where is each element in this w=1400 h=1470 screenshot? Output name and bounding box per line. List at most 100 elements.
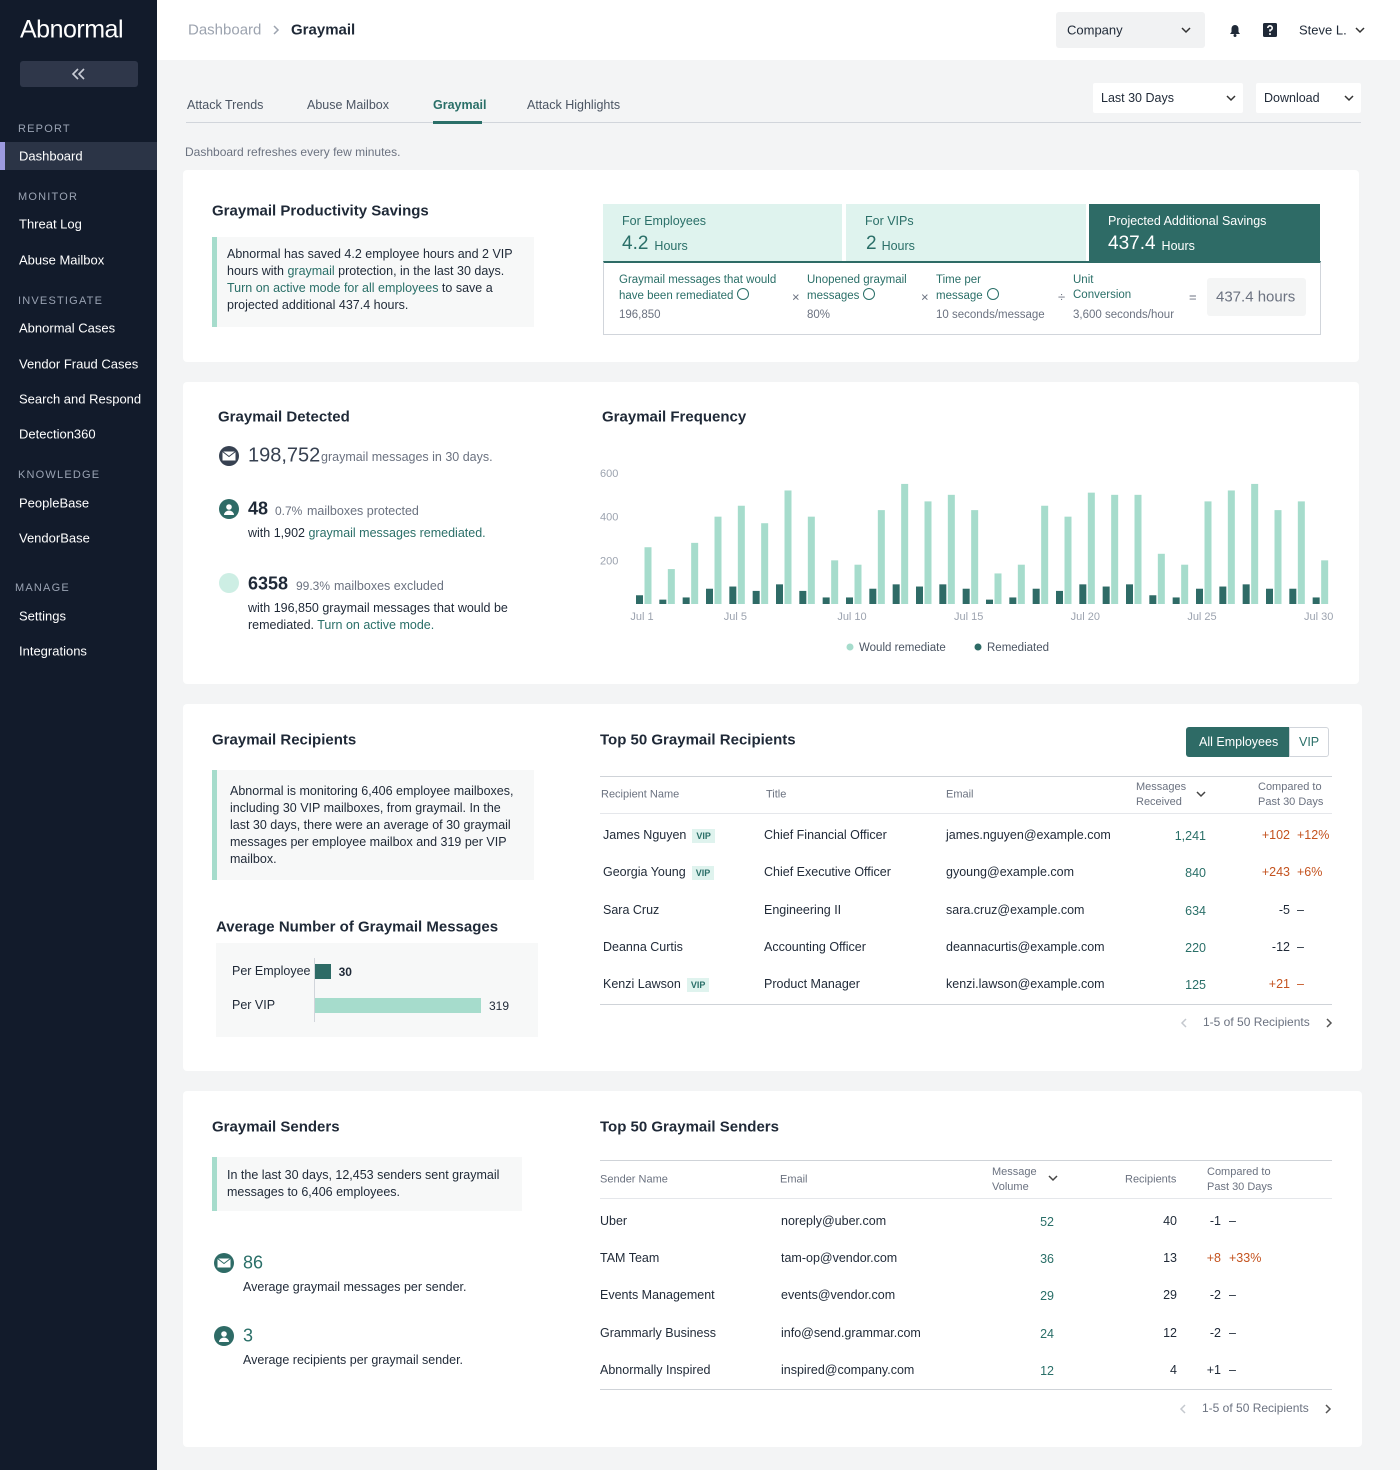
recipient-title: Accounting Officer xyxy=(764,940,866,954)
range-select[interactable] xyxy=(1093,83,1243,113)
nav-item[interactable]: Abnormal Cases xyxy=(19,320,116,336)
nav-heading: REPORT xyxy=(18,123,71,135)
sender-name[interactable]: Abnormally Inspired xyxy=(600,1363,711,1377)
link[interactable]: Turn on active mode for all employees xyxy=(227,281,439,295)
chevron xyxy=(1226,95,1236,102)
bar xyxy=(714,516,722,604)
breadcrumb-current: Graymail xyxy=(291,21,356,39)
quote-box xyxy=(212,1157,522,1211)
stat-value: 198,752 xyxy=(248,444,321,467)
bar xyxy=(1297,501,1305,604)
quote-box xyxy=(212,770,534,880)
bar xyxy=(962,588,970,604)
sender-name[interactable]: Uber xyxy=(600,1214,628,1228)
bar xyxy=(1204,501,1212,604)
nav-item[interactable]: VendorBase xyxy=(19,530,90,546)
recipient-name[interactable]: Sara Cruz xyxy=(603,903,660,917)
x-tick-label: Jul 30 xyxy=(1304,611,1333,623)
bar xyxy=(1087,492,1095,604)
link[interactable]: Turn on active mode. xyxy=(317,618,435,632)
bar xyxy=(1111,494,1119,604)
nav-item[interactable]: Dashboard xyxy=(19,148,83,164)
column-header: Sender Name xyxy=(600,1173,668,1186)
formula-value: 3,600 seconds/hour xyxy=(1073,309,1175,321)
recipient-name[interactable]: James Nguyen xyxy=(603,828,687,842)
nav-item[interactable]: Settings xyxy=(19,608,66,624)
nav-item[interactable]: Vendor Fraud Cases xyxy=(19,356,139,372)
tab[interactable]: Attack Highlights xyxy=(527,98,621,112)
link[interactable]: graymail messages remediated. xyxy=(308,526,486,540)
nav-item[interactable]: Abuse Mailbox xyxy=(19,252,105,268)
toggle[interactable] xyxy=(1289,727,1329,757)
bar xyxy=(1196,588,1203,604)
change: +102 xyxy=(1261,828,1290,842)
sender-name[interactable]: Events Management xyxy=(600,1288,715,1302)
recipient-title: Chief Financial Officer xyxy=(764,828,887,842)
sender-name[interactable]: TAM Team xyxy=(600,1251,660,1265)
breadcrumb[interactable]: Dashboard xyxy=(188,21,262,39)
pagination: 1-5 of 50 Recipients xyxy=(1202,1401,1309,1415)
chevron xyxy=(273,25,280,35)
operator: × xyxy=(792,289,800,305)
toggle-label: All Employees xyxy=(1199,735,1279,749)
bar xyxy=(1321,560,1329,604)
nav-item[interactable]: Integrations xyxy=(19,643,87,659)
formula-value: 80% xyxy=(807,309,831,321)
bar xyxy=(822,597,830,604)
bar xyxy=(807,516,815,604)
download-select[interactable] xyxy=(1256,83,1361,113)
bar xyxy=(916,586,923,604)
recipients-count: 40 xyxy=(1163,1214,1177,1228)
text-span: Abnormal is monitoring 6,406 employee ma… xyxy=(230,784,514,866)
bar xyxy=(1172,597,1180,604)
bar xyxy=(799,590,807,604)
nav-item[interactable]: Search and Respond xyxy=(19,391,142,407)
chevron xyxy=(1179,1404,1186,1414)
bar-label: Per VIP xyxy=(232,998,276,1012)
text-span: Abnormal has saved 4.2 employee hours an… xyxy=(227,247,513,278)
recipient-name[interactable]: Kenzi Lawson xyxy=(603,977,681,991)
tab[interactable]: Abuse Mailbox xyxy=(307,98,389,112)
bar xyxy=(1149,595,1157,604)
nav-item[interactable]: Threat Log xyxy=(19,216,82,232)
stat-value: 48 xyxy=(248,498,269,519)
nav-item[interactable]: PeopleBase xyxy=(19,495,90,511)
column-header: Email xyxy=(946,788,974,801)
bar xyxy=(682,597,690,604)
x-tick-label: Jul 5 xyxy=(724,611,747,623)
operator: ÷ xyxy=(1058,289,1066,305)
change: -12 xyxy=(1271,940,1290,954)
bar xyxy=(636,595,643,604)
column-header: Compared to Past 30 Days xyxy=(1207,1166,1273,1193)
recipient-email: deannacurtis@example.com xyxy=(946,940,1105,954)
savings-tile xyxy=(846,204,1086,261)
user-name[interactable]: Steve L. xyxy=(1299,22,1347,38)
chart: 200 400 600 Jul 1 Jul 5 Jul 10 Jul 15 Jul 20 Jul… xyxy=(600,468,1333,654)
bar xyxy=(901,483,909,604)
bar xyxy=(1056,590,1063,604)
chevron xyxy=(1180,1018,1187,1028)
recipient-name[interactable]: Georgia Young xyxy=(603,865,686,879)
change-pct: – xyxy=(1229,1363,1236,1377)
nav-item[interactable]: Detection360 xyxy=(19,426,96,442)
link[interactable]: graymail xyxy=(287,264,335,278)
x-tick-label: Jul 25 xyxy=(1187,611,1216,623)
recipient-email: kenzi.lawson@example.com xyxy=(946,977,1105,991)
bar xyxy=(315,998,481,1013)
tile-label: Projected Additional Savings xyxy=(1108,214,1267,228)
sender-name[interactable]: Grammarly Business xyxy=(600,1326,716,1340)
text-span: In the last 30 days, 12,453 senders sent… xyxy=(227,1168,500,1199)
toggle-active[interactable] xyxy=(1186,727,1289,757)
recipient-name[interactable]: Deanna Curtis xyxy=(603,940,683,954)
rule xyxy=(600,1160,1332,1161)
tab[interactable]: Graymail xyxy=(433,98,487,112)
recipients-count: 4 xyxy=(1170,1363,1177,1377)
table-title: Top 50 Graymail Senders xyxy=(600,1118,779,1136)
bar-label: Per Employee xyxy=(232,964,311,978)
savings-tile xyxy=(603,204,842,261)
tab[interactable]: Attack Trends xyxy=(187,98,264,112)
org-select[interactable] xyxy=(1056,12,1205,48)
stat-text: graymail messages in 30 days. xyxy=(321,450,493,464)
refresh-note: Dashboard refreshes every few minutes. xyxy=(185,145,401,159)
